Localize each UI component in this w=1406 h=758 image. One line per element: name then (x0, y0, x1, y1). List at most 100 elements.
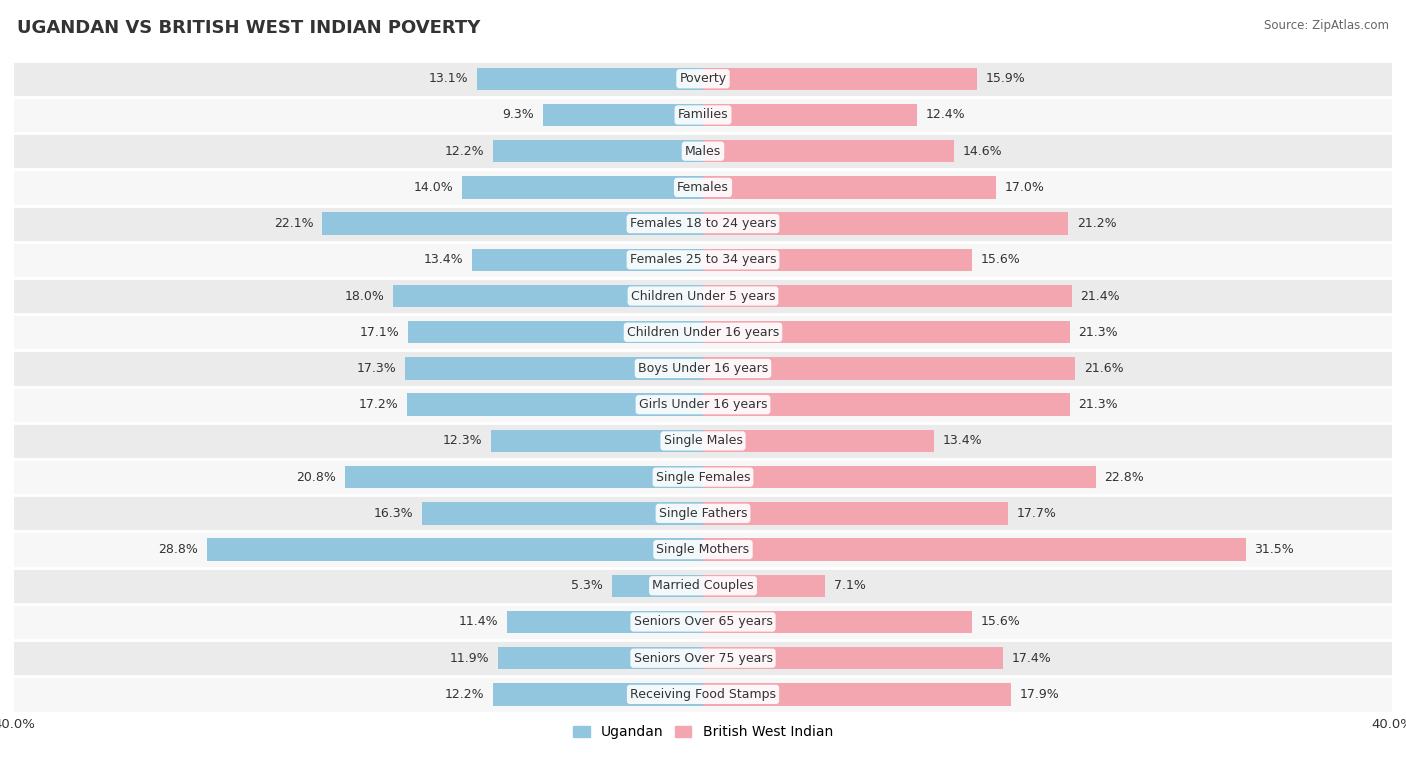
Text: Seniors Over 65 years: Seniors Over 65 years (634, 615, 772, 628)
Text: 22.1%: 22.1% (274, 217, 314, 230)
Bar (703, 176, 995, 199)
Text: 22.8%: 22.8% (1104, 471, 1144, 484)
Bar (478, 67, 703, 90)
Text: 16.3%: 16.3% (374, 507, 413, 520)
Bar (543, 104, 703, 126)
Bar (344, 466, 703, 488)
Text: Seniors Over 75 years: Seniors Over 75 years (634, 652, 772, 665)
Text: 17.0%: 17.0% (1004, 181, 1045, 194)
Bar (14, 568, 1392, 604)
Bar (703, 285, 1071, 307)
Text: Females: Females (678, 181, 728, 194)
Bar (14, 133, 1392, 169)
Bar (703, 575, 825, 597)
Text: 9.3%: 9.3% (502, 108, 534, 121)
Text: 12.2%: 12.2% (444, 145, 484, 158)
Text: Single Males: Single Males (664, 434, 742, 447)
Text: Children Under 5 years: Children Under 5 years (631, 290, 775, 302)
Bar (703, 249, 972, 271)
Text: 13.4%: 13.4% (425, 253, 464, 266)
Bar (703, 321, 1070, 343)
Text: 21.3%: 21.3% (1078, 398, 1118, 411)
Text: 12.3%: 12.3% (443, 434, 482, 447)
Text: Poverty: Poverty (679, 72, 727, 85)
Text: Single Fathers: Single Fathers (659, 507, 747, 520)
Bar (14, 169, 1392, 205)
Bar (498, 647, 703, 669)
Text: 11.4%: 11.4% (458, 615, 498, 628)
Bar (703, 683, 1011, 706)
Text: Receiving Food Stamps: Receiving Food Stamps (630, 688, 776, 701)
Bar (14, 205, 1392, 242)
Bar (703, 212, 1069, 235)
Bar (14, 531, 1392, 568)
Text: 28.8%: 28.8% (159, 543, 198, 556)
Text: 17.7%: 17.7% (1017, 507, 1056, 520)
Bar (703, 67, 977, 90)
Bar (392, 285, 703, 307)
Bar (494, 140, 703, 162)
Text: Females 25 to 34 years: Females 25 to 34 years (630, 253, 776, 266)
Text: Single Females: Single Females (655, 471, 751, 484)
Bar (703, 393, 1070, 416)
Bar (703, 104, 917, 126)
Text: Families: Families (678, 108, 728, 121)
Text: 17.3%: 17.3% (357, 362, 396, 375)
Bar (703, 611, 972, 633)
Text: Females 18 to 24 years: Females 18 to 24 years (630, 217, 776, 230)
Text: 13.1%: 13.1% (429, 72, 468, 85)
Text: 13.4%: 13.4% (942, 434, 981, 447)
Bar (14, 350, 1392, 387)
Text: 15.9%: 15.9% (986, 72, 1025, 85)
Text: 31.5%: 31.5% (1254, 543, 1294, 556)
Bar (491, 430, 703, 452)
Bar (14, 61, 1392, 97)
Text: 15.6%: 15.6% (980, 253, 1019, 266)
Text: 17.4%: 17.4% (1011, 652, 1052, 665)
Text: 17.1%: 17.1% (360, 326, 399, 339)
Text: 14.0%: 14.0% (413, 181, 453, 194)
Text: Girls Under 16 years: Girls Under 16 years (638, 398, 768, 411)
Bar (472, 249, 703, 271)
Bar (703, 466, 1095, 488)
Legend: Ugandan, British West Indian: Ugandan, British West Indian (568, 719, 838, 744)
Text: Source: ZipAtlas.com: Source: ZipAtlas.com (1264, 19, 1389, 32)
Bar (703, 647, 1002, 669)
Text: Boys Under 16 years: Boys Under 16 years (638, 362, 768, 375)
Bar (207, 538, 703, 561)
Text: 17.9%: 17.9% (1019, 688, 1060, 701)
Bar (703, 502, 1008, 525)
Bar (14, 314, 1392, 350)
Bar (409, 321, 703, 343)
Text: 18.0%: 18.0% (344, 290, 384, 302)
Text: 20.8%: 20.8% (297, 471, 336, 484)
Text: 12.4%: 12.4% (925, 108, 965, 121)
Bar (14, 278, 1392, 314)
Text: 21.3%: 21.3% (1078, 326, 1118, 339)
Text: 17.2%: 17.2% (359, 398, 398, 411)
Text: 12.2%: 12.2% (444, 688, 484, 701)
Text: 14.6%: 14.6% (963, 145, 1002, 158)
Bar (405, 357, 703, 380)
Bar (422, 502, 703, 525)
Text: Males: Males (685, 145, 721, 158)
Text: Married Couples: Married Couples (652, 579, 754, 592)
Text: 21.2%: 21.2% (1077, 217, 1116, 230)
Text: 7.1%: 7.1% (834, 579, 866, 592)
Bar (14, 495, 1392, 531)
Text: 15.6%: 15.6% (980, 615, 1019, 628)
Bar (461, 176, 703, 199)
Bar (703, 538, 1246, 561)
Bar (612, 575, 703, 597)
Text: 21.6%: 21.6% (1084, 362, 1123, 375)
Bar (406, 393, 703, 416)
Bar (14, 640, 1392, 676)
Bar (506, 611, 703, 633)
Bar (703, 430, 934, 452)
Bar (14, 97, 1392, 133)
Text: 21.4%: 21.4% (1080, 290, 1119, 302)
Bar (14, 604, 1392, 640)
Text: 11.9%: 11.9% (450, 652, 489, 665)
Text: Single Mothers: Single Mothers (657, 543, 749, 556)
Bar (322, 212, 703, 235)
